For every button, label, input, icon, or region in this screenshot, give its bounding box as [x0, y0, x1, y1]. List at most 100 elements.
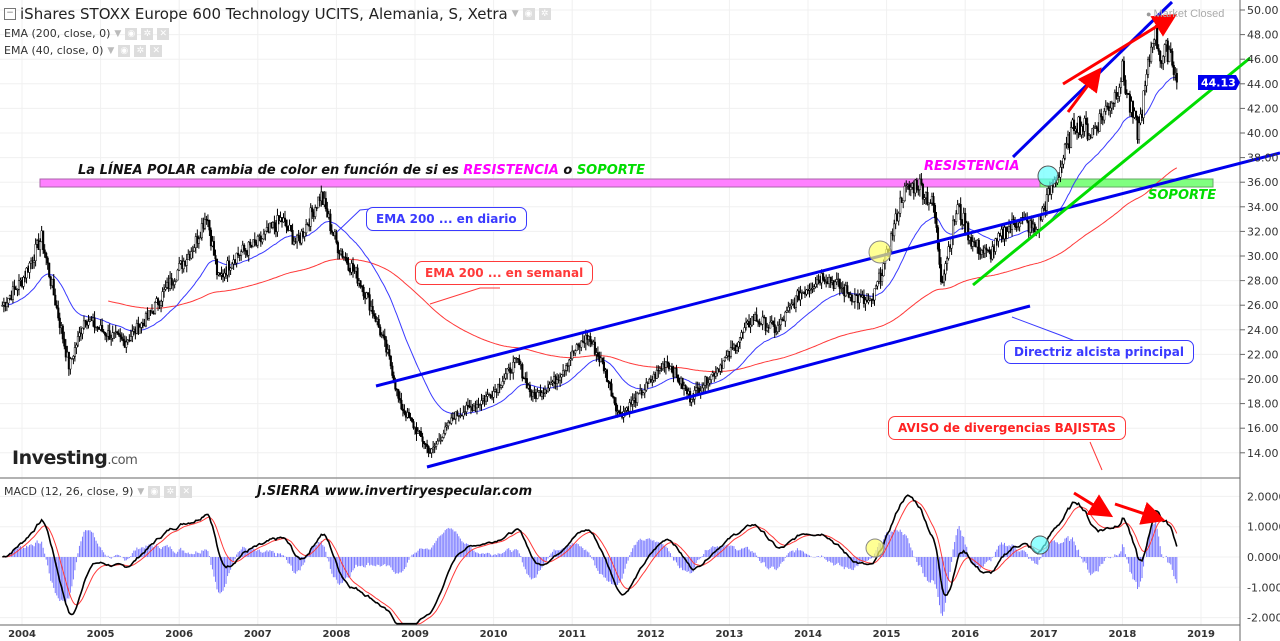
- candle-body: [326, 208, 329, 218]
- candle-body: [383, 335, 386, 341]
- candle-body: [329, 213, 332, 231]
- candles: [1, 21, 1178, 458]
- candle-body: [391, 365, 394, 376]
- candle-body: [760, 323, 763, 326]
- lower-trend-line: [426, 304, 1031, 469]
- author-credit: J.SIERRA www.invertiryespecular.com: [257, 484, 533, 499]
- candle-body: [740, 332, 743, 339]
- candle-body: [1175, 73, 1178, 83]
- candle-body: [506, 368, 509, 375]
- candle-body: [492, 391, 495, 398]
- y-tick-label: 48.00: [1247, 29, 1279, 42]
- candle-body: [314, 207, 317, 217]
- candle-body: [1124, 79, 1127, 94]
- candle-body: [433, 446, 436, 448]
- candle-body: [1168, 49, 1171, 62]
- x-tick-label: 2018: [1108, 629, 1136, 640]
- candle-body: [475, 403, 479, 409]
- collapse-icon[interactable]: −: [4, 8, 16, 20]
- candle-body: [421, 436, 424, 442]
- candle-body: [784, 311, 787, 322]
- chevron-down-icon[interactable]: ▼: [511, 9, 519, 19]
- gear-icon[interactable]: ✲: [164, 485, 177, 498]
- candle-body: [293, 240, 296, 245]
- candle-body: [790, 304, 793, 307]
- candle-body: [63, 338, 66, 347]
- candle-body: [637, 392, 640, 395]
- candle-body: [817, 279, 820, 281]
- candle-body: [602, 361, 605, 372]
- candle-body: [577, 344, 580, 346]
- candle-body: [642, 392, 645, 396]
- candle-body: [549, 382, 553, 385]
- candle-body: [781, 318, 784, 321]
- candle-body: [589, 336, 592, 342]
- candle-body: [122, 338, 125, 342]
- candle-body: [43, 249, 46, 254]
- candle-body: [936, 227, 940, 250]
- candle-body: [1115, 92, 1118, 99]
- gear-icon[interactable]: ✲: [134, 44, 147, 57]
- candle-body: [881, 275, 884, 282]
- eye-icon[interactable]: ◉: [118, 44, 131, 57]
- candle-body: [755, 314, 758, 322]
- candle-body: [153, 302, 157, 314]
- candle-body: [199, 237, 202, 240]
- eye-icon[interactable]: ◉: [522, 8, 535, 20]
- close-icon[interactable]: ✕: [180, 485, 193, 498]
- candle-body: [382, 334, 385, 337]
- candle-body: [628, 402, 631, 412]
- close-icon[interactable]: ✕: [157, 27, 170, 40]
- candle-body: [1063, 143, 1067, 159]
- chevron-down-icon[interactable]: ▼: [107, 45, 115, 56]
- candle-body: [533, 392, 536, 396]
- candle-body: [116, 331, 119, 334]
- candle-body: [120, 336, 123, 340]
- candle-body: [684, 385, 687, 390]
- eye-icon[interactable]: ◉: [125, 27, 138, 40]
- candle-body: [1072, 119, 1076, 132]
- gear-icon[interactable]: ✲: [141, 27, 154, 40]
- candle-body: [163, 289, 166, 292]
- candle-body: [240, 251, 243, 256]
- candle-body: [215, 258, 219, 276]
- chart-title-row: − iShares STOXX Europe 600 Technology UC…: [4, 5, 551, 23]
- candle-body: [852, 301, 855, 303]
- candle-body: [973, 241, 976, 243]
- candle-body: [607, 381, 610, 383]
- candle-body: [205, 219, 208, 221]
- candle-body: [850, 294, 853, 302]
- candle-body: [1086, 123, 1089, 140]
- chevron-down-icon[interactable]: ▼: [114, 28, 122, 39]
- candle-body: [581, 340, 584, 343]
- candle-body: [1131, 101, 1135, 118]
- callout-ema-weekly: EMA 200 ... en semanal: [415, 261, 594, 285]
- x-tick-label: 2014: [794, 629, 822, 640]
- candle-body: [743, 327, 746, 333]
- chevron-down-icon[interactable]: ▼: [137, 486, 145, 497]
- candle-body: [76, 336, 79, 346]
- candle-body: [1159, 50, 1162, 62]
- y-tick-label: 40.00: [1247, 127, 1279, 140]
- candle-body: [39, 241, 42, 251]
- candle-body: [714, 372, 717, 377]
- candle-body: [536, 391, 539, 399]
- candle-body: [794, 295, 797, 308]
- candle-body: [873, 288, 876, 301]
- candle-body: [822, 273, 825, 280]
- close-icon[interactable]: ✕: [150, 44, 163, 57]
- candle-body: [525, 378, 528, 389]
- candle-body: [468, 405, 471, 408]
- soporte-label: SOPORTE: [1148, 188, 1217, 203]
- candle-body: [923, 197, 926, 200]
- candle-body: [34, 244, 37, 261]
- eye-icon[interactable]: ◉: [148, 485, 161, 498]
- candle-body: [596, 352, 599, 357]
- candle-body: [909, 186, 912, 190]
- candle-body: [548, 384, 551, 389]
- gear-icon[interactable]: ✲: [538, 8, 551, 20]
- candle-body: [361, 285, 364, 288]
- breakout-circle-cyan: [1037, 165, 1059, 187]
